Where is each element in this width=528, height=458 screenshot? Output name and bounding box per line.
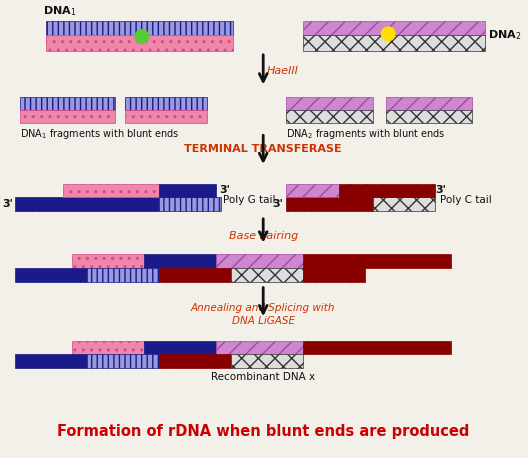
Bar: [303, 341, 451, 354]
Bar: [125, 97, 206, 110]
Bar: [125, 110, 206, 123]
Text: 3': 3': [219, 185, 230, 196]
Bar: [286, 110, 373, 123]
Bar: [231, 354, 303, 368]
Text: Base Pairing: Base Pairing: [229, 231, 298, 241]
Bar: [303, 268, 365, 282]
Circle shape: [135, 30, 148, 44]
Bar: [15, 268, 87, 282]
Bar: [87, 268, 158, 282]
Text: Poly C tail: Poly C tail: [440, 195, 492, 205]
Bar: [15, 197, 158, 211]
Bar: [303, 35, 485, 51]
Text: TERMINAL TRANSFERASE: TERMINAL TRANSFERASE: [184, 144, 342, 154]
Bar: [63, 184, 158, 197]
Text: DNA$_1$ fragments with blunt ends: DNA$_1$ fragments with blunt ends: [20, 126, 179, 141]
Bar: [158, 354, 231, 368]
Bar: [144, 254, 216, 268]
Bar: [72, 341, 144, 354]
Bar: [20, 97, 116, 110]
Text: Formation of rDNA when blunt ends are produced: Formation of rDNA when blunt ends are pr…: [57, 424, 469, 439]
Bar: [286, 197, 373, 211]
Bar: [158, 184, 216, 197]
Bar: [158, 268, 231, 282]
Bar: [20, 110, 116, 123]
Bar: [303, 22, 485, 36]
Text: DNA LiGASE: DNA LiGASE: [232, 316, 295, 326]
Circle shape: [382, 27, 395, 41]
Bar: [144, 341, 216, 354]
Text: HaeIII: HaeIII: [267, 65, 299, 76]
Text: 3': 3': [272, 199, 284, 209]
Text: DNA$_2$ fragments with blunt ends: DNA$_2$ fragments with blunt ends: [286, 126, 446, 141]
Bar: [339, 184, 435, 197]
Text: Annealing and Splicing with: Annealing and Splicing with: [191, 303, 335, 313]
Text: DNA$_2$: DNA$_2$: [488, 28, 521, 42]
Bar: [46, 22, 233, 36]
Bar: [386, 110, 473, 123]
Bar: [158, 197, 221, 211]
Text: Recombinant DNA x: Recombinant DNA x: [211, 372, 315, 382]
Text: DNA$_1$: DNA$_1$: [43, 4, 76, 17]
Text: Poly G tail: Poly G tail: [223, 195, 276, 205]
Bar: [286, 184, 339, 197]
Bar: [373, 197, 435, 211]
Bar: [216, 254, 303, 268]
Bar: [87, 354, 158, 368]
Bar: [72, 254, 144, 268]
Text: 3': 3': [2, 199, 13, 209]
Bar: [231, 268, 303, 282]
Bar: [15, 354, 87, 368]
Bar: [216, 341, 303, 354]
Text: 3': 3': [435, 185, 446, 196]
Bar: [386, 97, 473, 110]
Bar: [286, 97, 373, 110]
Bar: [303, 254, 451, 268]
Bar: [46, 35, 233, 51]
